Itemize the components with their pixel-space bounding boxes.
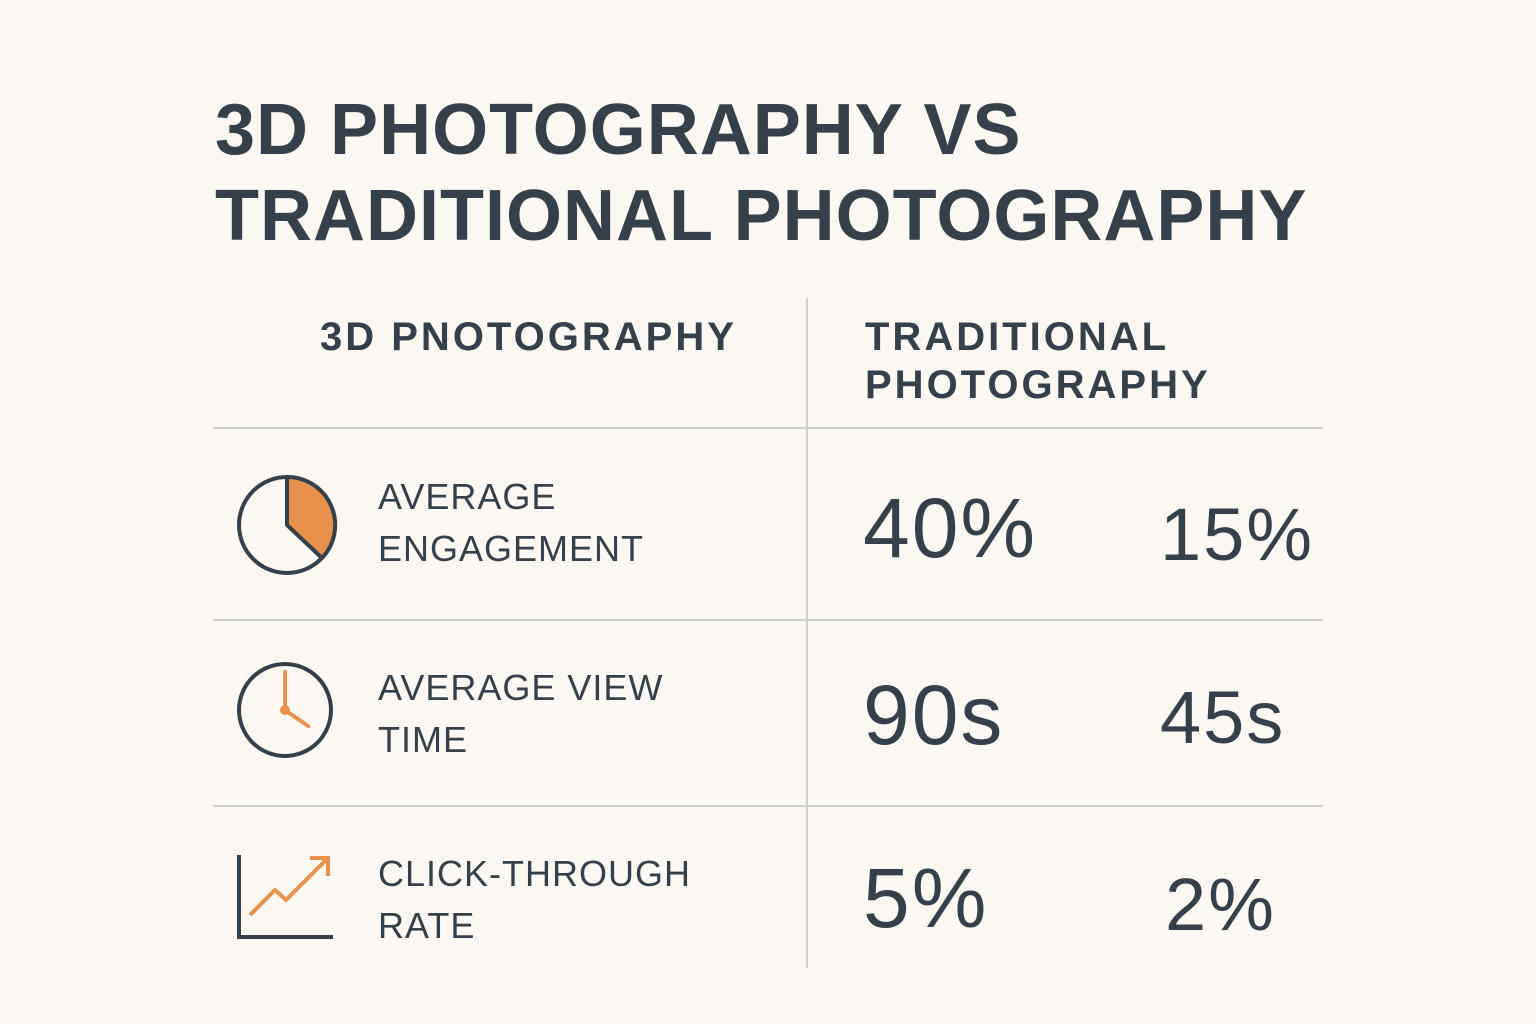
row-divider xyxy=(213,805,1323,807)
trend-icon xyxy=(237,855,333,939)
clock-icon xyxy=(237,662,333,758)
row-label: AVERAGE ENGAGEMENT xyxy=(378,476,645,569)
value-3d: 5% xyxy=(863,851,989,945)
column-header: 3D PNOTOGRAPHY xyxy=(320,315,737,359)
row-label: AVERAGE VIEW TIME xyxy=(378,667,664,760)
value-traditional: 2% xyxy=(1165,863,1276,946)
pie-icon xyxy=(237,474,338,575)
value-3d: 40% xyxy=(863,481,1038,575)
row-divider xyxy=(213,619,1323,621)
row-divider xyxy=(213,427,1323,429)
value-3d: 90s xyxy=(863,668,1005,762)
title-line: TRADITIONAL PHOTOGRAPHY xyxy=(215,176,1308,256)
row-label: CLICK-THROUGH RATE xyxy=(378,853,692,946)
value-traditional: 45s xyxy=(1160,676,1286,759)
column-header: TRADITIONAL PHOTOGRAPHY xyxy=(865,315,1211,407)
column-divider xyxy=(806,298,808,968)
value-traditional: 15% xyxy=(1160,493,1315,576)
title-line: 3D PHOTOGRAPHY VS xyxy=(215,90,1022,170)
